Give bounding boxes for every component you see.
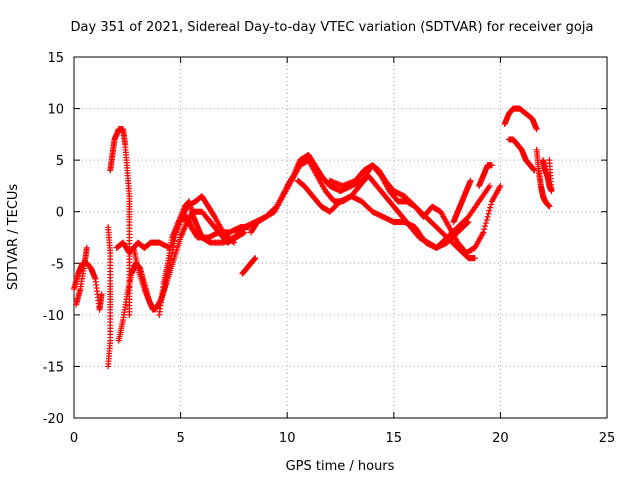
data-point [482, 220, 489, 227]
data-point [464, 220, 471, 227]
data-point [533, 126, 540, 133]
tick-labels: 0 5 10 15 20 25 -20 -15 -10 -5 0 5 10 15 [43, 51, 616, 446]
x-tick-label: 25 [599, 431, 616, 446]
series-track-4 [107, 126, 133, 318]
x-tick-label: 0 [70, 431, 78, 446]
data-point [486, 207, 493, 214]
series-track-17 [505, 136, 538, 174]
y-tick-label: -15 [43, 360, 64, 375]
data-point [546, 157, 553, 164]
data-point [126, 311, 133, 318]
plot-frame [73, 56, 608, 419]
data-point [105, 363, 112, 370]
series-track-8 [156, 213, 252, 318]
data-point [487, 204, 494, 211]
data-point [480, 229, 487, 236]
chart-title: Day 351 of 2021, Sidereal Day-to-day VTE… [71, 20, 594, 35]
y-tick-label: -20 [43, 412, 64, 427]
data-marks [71, 105, 555, 370]
y-tick-label: 5 [56, 154, 64, 169]
y-tick-label: 15 [47, 51, 64, 66]
grid [74, 57, 607, 418]
data-point [241, 229, 248, 236]
series-track-13 [326, 162, 504, 256]
y-tick-label: 0 [56, 206, 64, 221]
series-track-12 [294, 177, 493, 251]
ticks [73, 56, 608, 419]
data-point [482, 223, 489, 230]
data-point [252, 255, 259, 262]
data-point [98, 291, 105, 298]
series-track-15 [476, 162, 495, 189]
series-track-16 [501, 105, 540, 133]
data-point [465, 219, 472, 226]
y-axis-label: SDTVAR / TECUs [6, 184, 21, 291]
data-point [484, 213, 491, 220]
series-track-18 [533, 146, 553, 210]
data-point [481, 226, 488, 233]
series-track-14 [450, 177, 474, 226]
data-point [245, 224, 252, 231]
data-point [488, 162, 495, 169]
data-point [497, 182, 504, 189]
y-tick-label: -5 [51, 257, 64, 272]
data-point [488, 201, 495, 208]
x-tick-label: 5 [176, 431, 184, 446]
data-point [486, 182, 493, 189]
x-tick-label: 10 [279, 431, 296, 446]
data-point [546, 203, 553, 210]
series-track-3 [105, 224, 114, 370]
data-point [485, 210, 492, 217]
x-tick-label: 15 [386, 431, 403, 446]
y-tick-label: 10 [47, 103, 64, 118]
series-track-19 [540, 157, 555, 195]
data-point [471, 255, 478, 262]
x-tick-label: 20 [492, 431, 509, 446]
data-point [83, 244, 90, 251]
data-point [483, 216, 490, 223]
series-track-2 [73, 244, 90, 308]
data-point [467, 177, 474, 184]
x-axis-label: GPS time / hours [286, 459, 395, 474]
series-track-9 [239, 255, 259, 277]
y-tick-label: -10 [43, 309, 64, 324]
